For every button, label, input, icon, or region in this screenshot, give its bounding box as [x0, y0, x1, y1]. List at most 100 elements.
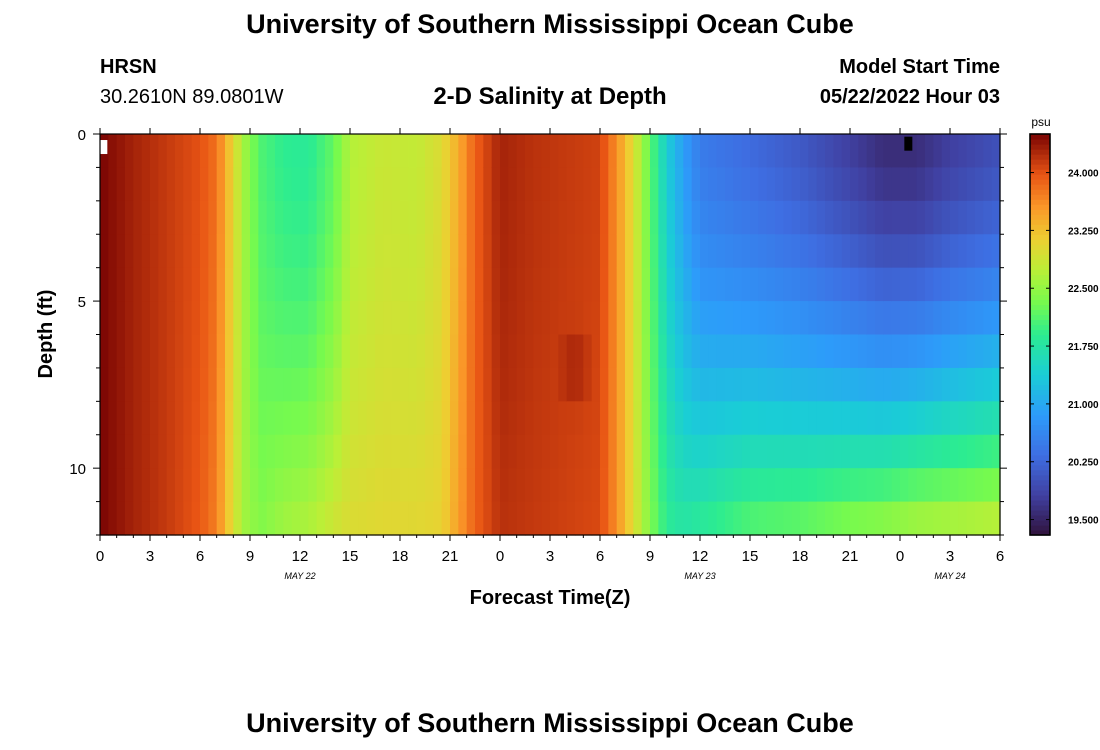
heatmap-cell: [158, 134, 168, 169]
heatmap-cell: [175, 434, 184, 469]
heatmap-cell: [916, 267, 926, 302]
heatmap-cell: [250, 267, 259, 302]
heatmap-cell: [791, 234, 801, 269]
heatmap-cell: [575, 501, 584, 536]
heatmap-cell: [725, 367, 734, 402]
heatmap-cell: [441, 167, 451, 202]
colorbar-band: [1030, 424, 1050, 431]
heatmap-cell: [458, 200, 468, 235]
heatmap-cell: [933, 267, 943, 302]
heatmap-cell: [350, 367, 359, 402]
heatmap-cell: [116, 134, 126, 169]
heatmap-cell: [891, 501, 901, 536]
heatmap-cell: [275, 234, 284, 269]
heatmap-cell: [591, 167, 601, 202]
heatmap-cell: [250, 468, 259, 503]
heatmap-cell: [341, 367, 351, 402]
heatmap-cell: [650, 468, 659, 503]
heatmap-cell: [116, 501, 126, 536]
heatmap-cell: [200, 200, 209, 235]
heatmap-cell: [766, 334, 776, 369]
heatmap-cell: [833, 334, 843, 369]
heatmap-cell: [775, 301, 784, 336]
heatmap-cell: [266, 267, 276, 302]
heatmap-cell: [583, 234, 593, 269]
heatmap-cell: [783, 434, 793, 469]
heatmap-cell: [725, 334, 734, 369]
heatmap-cell: [408, 267, 418, 302]
heatmap-cell: [633, 301, 643, 336]
heatmap-cell: [941, 334, 951, 369]
heatmap-cell: [750, 167, 759, 202]
heatmap-cell: [233, 367, 243, 402]
heatmap-cell: [208, 468, 218, 503]
heatmap-cell: [200, 434, 209, 469]
colorbar-band: [1030, 194, 1050, 200]
heatmap-cell: [100, 401, 109, 436]
heatmap-cell: [525, 334, 534, 369]
heatmap-cell: [808, 301, 818, 336]
heatmap-cell: [641, 367, 651, 402]
heatmap-cell: [866, 401, 876, 436]
heatmap-cell: [858, 501, 868, 536]
heatmap-cell: [941, 200, 951, 235]
heatmap-cell: [275, 334, 284, 369]
heatmap-cell: [600, 468, 609, 503]
heatmap-cell: [766, 468, 776, 503]
colorbar-band: [1030, 449, 1050, 456]
heatmap-cell: [833, 200, 843, 235]
heatmap-cell: [716, 234, 726, 269]
heatmap-cell: [958, 167, 968, 202]
heatmap-cell: [566, 468, 576, 503]
heatmap-cell: [633, 434, 643, 469]
heatmap-cell: [458, 334, 468, 369]
heatmap-cell: [958, 401, 968, 436]
heatmap-cell: [483, 401, 493, 436]
heatmap-cell: [758, 234, 768, 269]
heatmap-cell: [875, 167, 884, 202]
colorbar-band: [1030, 284, 1050, 290]
heatmap-cell: [350, 401, 359, 436]
heatmap-cell: [850, 267, 859, 302]
heatmap-cell: [900, 434, 909, 469]
heatmap-cell: [108, 167, 118, 202]
heatmap-cell: [400, 301, 409, 336]
colorbar-band: [1030, 519, 1050, 526]
heatmap-cell: [616, 334, 626, 369]
heatmap-cell: [891, 334, 901, 369]
heatmap-cell: [733, 200, 743, 235]
heatmap-cell: [425, 401, 434, 436]
heatmap-cell: [316, 234, 326, 269]
heatmap-cell: [358, 267, 368, 302]
heatmap-cell: [966, 468, 976, 503]
heatmap-cell: [733, 267, 743, 302]
heatmap-cell: [708, 234, 718, 269]
heatmap-cell: [108, 334, 118, 369]
heatmap-cell: [908, 301, 918, 336]
heatmap-cell: [733, 434, 743, 469]
heatmap-cell: [766, 301, 776, 336]
heatmap-cell: [766, 367, 776, 402]
heatmap-cell: [175, 134, 184, 169]
heatmap-cell: [675, 468, 684, 503]
heatmap-cell: [433, 301, 443, 336]
heatmap-cell: [916, 301, 926, 336]
heatmap-cell: [575, 267, 584, 302]
heatmap-cell: [425, 167, 434, 202]
heatmap-cell: [541, 167, 551, 202]
heatmap-cell: [791, 167, 801, 202]
heatmap-cell: [475, 167, 484, 202]
heatmap-cell: [466, 267, 476, 302]
colorbar-band: [1030, 484, 1050, 491]
heatmap-cell: [183, 401, 193, 436]
heatmap-cell: [808, 501, 818, 536]
heatmap-cell: [266, 134, 276, 169]
heatmap-cell: [933, 434, 943, 469]
heatmap-cell: [441, 267, 451, 302]
heatmap-cell: [558, 401, 568, 436]
heatmap-cell: [516, 234, 526, 269]
colorbar-band: [1030, 349, 1050, 356]
heatmap-cell: [141, 267, 151, 302]
heatmap-cell: [283, 167, 293, 202]
colorbar-band: [1030, 234, 1050, 240]
